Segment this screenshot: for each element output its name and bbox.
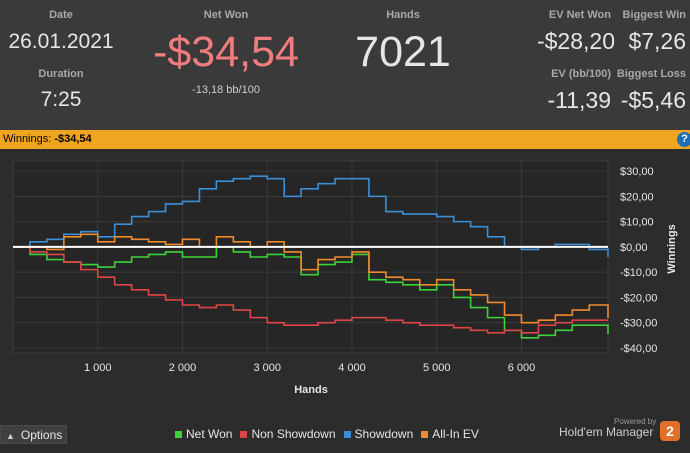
options-button[interactable]: ▲ Options <box>0 425 67 444</box>
biggest-loss-value: -$5,46 <box>620 87 686 113</box>
hands-label: Hands <box>386 9 420 21</box>
duration-label: Duration <box>38 68 84 80</box>
duration-value: 7:25 <box>40 88 82 111</box>
hands-value: 7021 <box>355 28 451 76</box>
legend-swatch <box>421 430 429 438</box>
net-won-bb: -13,18 bb/100 <box>192 84 260 96</box>
x-tick-label: 2 000 <box>169 362 197 374</box>
y-tick-label: -$40,00 <box>620 343 657 355</box>
stats-panel: Date 26.01.2021 Duration 7:25 Net Won -$… <box>0 0 690 130</box>
y-tick-label: -$10,00 <box>620 267 657 279</box>
series-line-non-showdown <box>13 246 608 334</box>
ev-net-won-value: -$28,20 <box>536 28 615 54</box>
biggest-win-value: $7,26 <box>628 28 686 54</box>
legend-swatch <box>175 430 182 438</box>
y-tick-label: -$30,00 <box>620 318 657 330</box>
series-layer <box>13 175 609 339</box>
brand-name: Hold'em Manager <box>559 425 654 439</box>
x-tick-label: 4 000 <box>338 362 366 374</box>
y-axis: $30,00 $20,00 $10,00 $0,00 -$10,00 -$20,00 -$3… <box>620 166 657 355</box>
ev-net-won-label: EV Net Won <box>548 9 611 21</box>
x-axis-title: Hands <box>294 384 328 396</box>
winnings-summary: Winnings: -$34,54 <box>3 133 92 145</box>
powered-by-label: Powered by <box>614 417 657 426</box>
help-icon[interactable]: ? <box>677 132 690 147</box>
series-line-showdown <box>13 175 609 257</box>
x-tick-label: 1 000 <box>84 362 112 374</box>
winnings-chart-panel: $30,00 $20,00 $10,00 $0,00 -$10,00 -$20,00 -$3… <box>0 149 690 453</box>
y-tick-label: $0,00 <box>620 242 648 254</box>
brand-logo-badge: 2 <box>660 421 680 441</box>
winnings-chart[interactable]: $30,00 $20,00 $10,00 $0,00 -$10,00 -$20,00 -$3… <box>0 149 690 419</box>
x-tick-label: 6 000 <box>508 362 536 374</box>
legend-item-all-in-ev[interactable]: All-In EV <box>421 427 479 441</box>
y-tick-label: $30,00 <box>620 166 654 178</box>
legend-label: Non Showdown <box>251 427 336 441</box>
series-line-net-won <box>13 246 609 339</box>
y-tick-label: $10,00 <box>620 217 654 229</box>
x-tick-label: 5 000 <box>423 362 451 374</box>
plot-area <box>12 160 609 354</box>
legend-swatch <box>240 430 248 438</box>
legend-item-showdown[interactable]: Showdown <box>343 427 414 441</box>
date-label: Date <box>49 9 73 21</box>
date-value: 26.01.2021 <box>8 30 114 53</box>
chart-legend: Net Won Non Showdown Showdown All-In EV <box>175 427 479 441</box>
winnings-amount: -$34,54 <box>54 133 92 145</box>
series-line-all-in-ev <box>13 233 609 324</box>
legend-label: All-In EV <box>432 427 479 441</box>
x-tick-label: 3 000 <box>253 362 281 374</box>
legend-swatch <box>343 430 351 438</box>
ev-bb-value: -11,39 <box>547 87 611 113</box>
x-axis: 1 000 2 000 3 000 4 000 5 000 6 000 <box>84 362 535 374</box>
winnings-bar: Winnings: -$34,54 <box>0 130 690 149</box>
chevron-up-icon: ▲ <box>6 431 15 441</box>
winnings-label: Winnings: <box>3 133 52 145</box>
biggest-loss-label: Biggest Loss <box>616 68 686 80</box>
net-won-label: Net Won <box>203 9 249 21</box>
legend-item-net-won[interactable]: Net Won <box>175 427 232 441</box>
y-tick-label: -$20,00 <box>620 292 657 304</box>
biggest-win-label: Biggest Win <box>622 9 686 21</box>
ev-bb-label: EV (bb/100) <box>551 68 611 80</box>
y-tick-label: $20,00 <box>620 191 654 203</box>
legend-label: Showdown <box>354 427 414 441</box>
y-axis-title: Winnings <box>666 224 678 273</box>
legend-item-non-showdown[interactable]: Non Showdown <box>240 427 336 441</box>
net-won-value: -$34,54 <box>153 28 299 76</box>
legend-label: Net Won <box>186 427 233 441</box>
options-label: Options <box>20 428 63 442</box>
